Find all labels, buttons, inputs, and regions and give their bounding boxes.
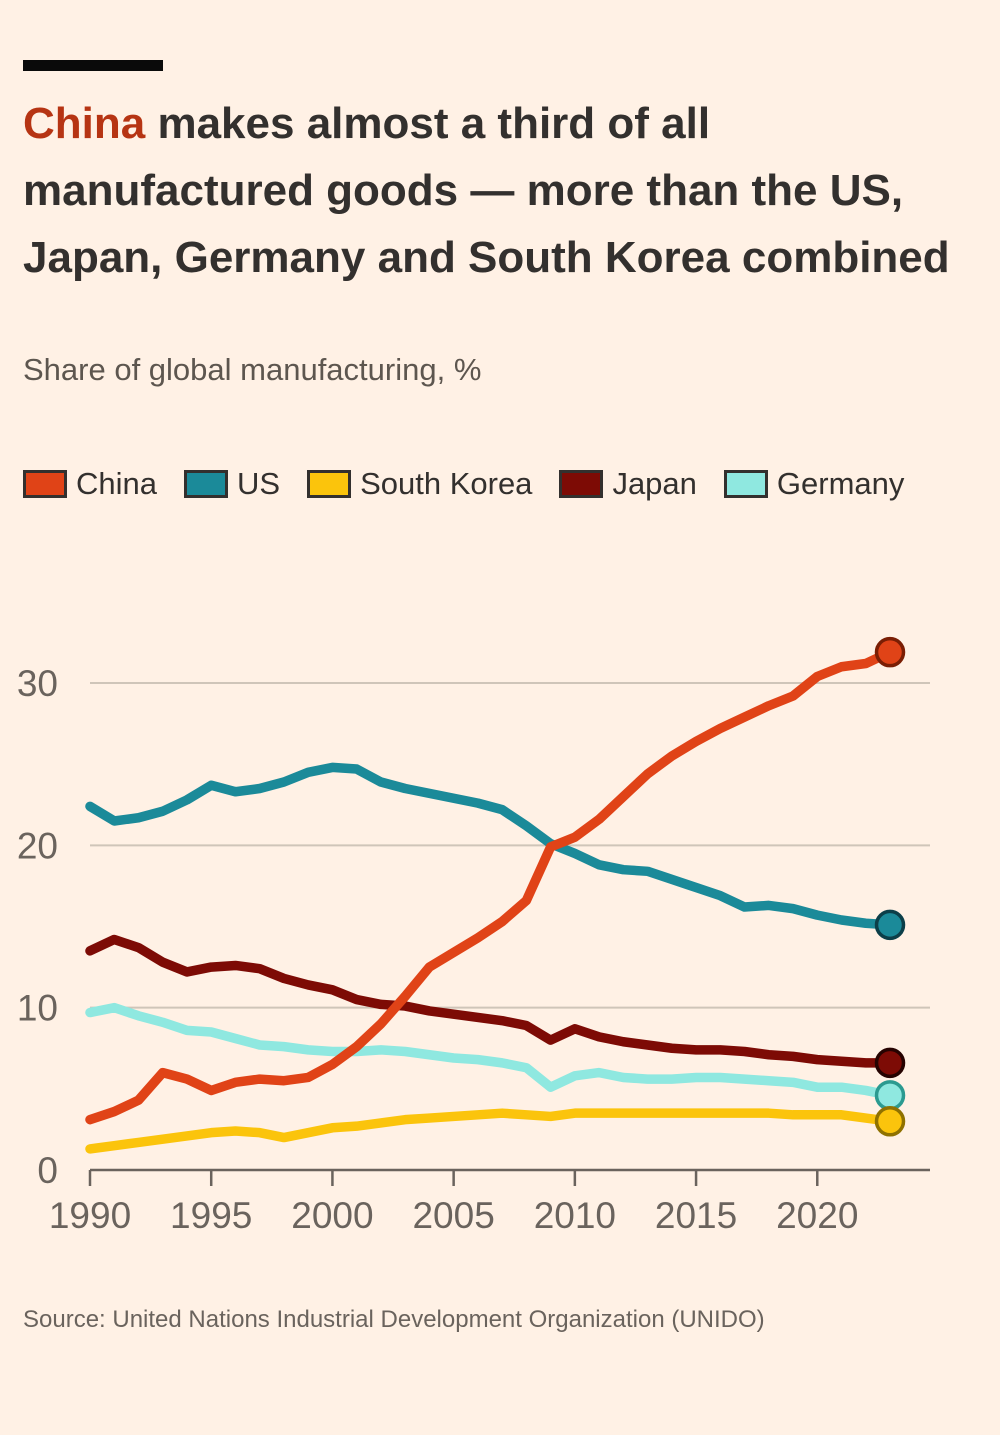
y-axis-label-10: 10 <box>17 988 58 1029</box>
legend-item-germany: Germany <box>723 466 905 502</box>
end-dot-us <box>874 909 906 941</box>
x-axis-label-2005: 2005 <box>412 1195 494 1236</box>
y-axis-label-20: 20 <box>17 825 58 866</box>
chart-subtitle: Share of global manufacturing, % <box>23 352 482 387</box>
series-line-japan <box>85 934 895 1068</box>
legend-item-china: China <box>23 466 157 502</box>
end-dot-china <box>874 636 906 668</box>
title-rest: makes almost a third of all manufactured… <box>23 99 950 282</box>
x-axis-label-2010: 2010 <box>534 1195 616 1236</box>
x-axis-label-2020: 2020 <box>776 1195 858 1236</box>
series-line-china <box>85 647 895 1125</box>
x-axis-label-1995: 1995 <box>170 1195 252 1236</box>
legend-swatch-japan <box>559 470 604 498</box>
x-axis-label-2000: 2000 <box>291 1195 373 1236</box>
legend-swatch-germany <box>723 470 768 498</box>
legend-label-china: China <box>76 466 157 501</box>
legend-label-south-korea: South Korea <box>360 466 533 501</box>
y-axis-label-0: 0 <box>37 1150 58 1191</box>
series-line-south-korea <box>85 1108 895 1154</box>
chart-title: China makes almost a third of all manufa… <box>23 90 953 291</box>
end-dot-germany <box>874 1080 906 1111</box>
x-axis-label-1990: 1990 <box>49 1195 131 1236</box>
end-dot-south-korea <box>874 1106 906 1137</box>
legend-item-japan: Japan <box>559 466 697 502</box>
title-highlight: China <box>23 99 146 148</box>
legend-swatch-china <box>23 470 67 498</box>
legend-label-japan: Japan <box>612 466 697 501</box>
legend-item-south-korea: South Korea <box>307 466 532 502</box>
legend: China US South Korea Japan Germany <box>23 466 931 502</box>
end-dot-japan <box>874 1047 906 1079</box>
x-axis-label-2015: 2015 <box>655 1195 737 1236</box>
legend-label-germany: Germany <box>776 466 905 501</box>
series-line-germany <box>85 1002 895 1101</box>
legend-swatch-south-korea <box>307 470 352 498</box>
series-line-us <box>85 762 895 930</box>
legend-swatch-us <box>184 470 228 498</box>
title-accent-bar <box>23 60 163 71</box>
y-axis-label-30: 30 <box>17 663 58 704</box>
legend-label-us: US <box>237 466 281 501</box>
legend-item-us: US <box>184 466 280 502</box>
source-note: Source: United Nations Industrial Develo… <box>23 1306 765 1333</box>
